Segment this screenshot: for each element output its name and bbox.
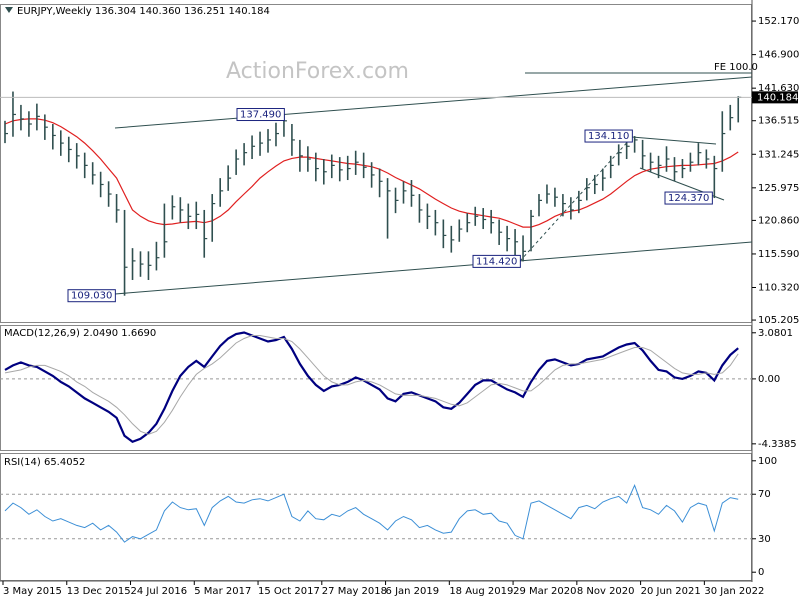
y-tick-label: 125.975	[758, 183, 799, 194]
x-tick-label: 27 May 2018	[322, 586, 387, 597]
y-tick-label: 105.205	[758, 315, 799, 326]
x-tick-label: 18 Aug 2019	[449, 586, 513, 597]
x-tick-label: 13 Dec 2015	[67, 586, 131, 597]
price-panel	[0, 4, 752, 323]
wedge-upper	[631, 136, 717, 145]
series-line	[4, 483, 739, 543]
title-icon	[5, 7, 13, 13]
y-tick-label: 3.0801	[758, 328, 793, 339]
x-tick-label: 24 Jul 2016	[131, 586, 188, 597]
annotation-label: 137.490	[240, 110, 281, 121]
series-line	[4, 331, 739, 444]
y-tick-label: 115.590	[758, 249, 799, 260]
rsi-title: RSI(14) 65.4052	[4, 457, 85, 468]
annotation-label: 134.110	[588, 131, 629, 142]
x-tick-label: 30 Jan 2022	[704, 586, 764, 597]
last-price-label: 140.184	[757, 92, 798, 103]
annotation-box	[584, 129, 633, 143]
projection-line	[519, 136, 633, 262]
series-line	[4, 335, 739, 435]
annotation-box	[472, 254, 521, 268]
x-tick-label: 6 Jan 2019	[386, 586, 440, 597]
annotation-label: 109.030	[71, 291, 112, 302]
y-tick-label: 146.900	[758, 50, 799, 61]
fe-label: FE 100.0	[714, 62, 758, 73]
channel-upper	[114, 76, 753, 129]
x-tick-label: 29 Mar 2020	[513, 586, 576, 597]
annotation-label: 114.420	[476, 256, 517, 267]
y-tick-label: 0	[758, 567, 764, 578]
last-price-box	[752, 91, 798, 104]
macd-title: MACD(12,26,9) 2.0490 1.6690	[4, 328, 156, 339]
x-tick-label: 15 Oct 2017	[258, 586, 320, 597]
y-tick-label: 0.00	[758, 374, 780, 385]
channel-lower	[114, 241, 753, 295]
y-tick-label: 141.630	[758, 83, 799, 94]
y-tick-label: 30	[758, 534, 771, 545]
annotation-box	[664, 191, 713, 205]
y-tick-label: 100	[758, 456, 777, 467]
rsi-panel	[0, 453, 752, 581]
y-tick-label: 131.245	[758, 149, 799, 160]
annotation-box	[67, 289, 116, 303]
chart-title: EURJPY,Weekly 136.304 140.360 136.251 14…	[17, 6, 270, 17]
x-tick-label: 8 Nov 2020	[577, 586, 635, 597]
y-tick-label: 136.515	[758, 116, 799, 127]
x-tick-label: 5 Mar 2017	[194, 586, 251, 597]
y-tick-label: 152.170	[758, 16, 799, 27]
x-tick-label: 20 Jun 2021	[641, 586, 701, 597]
watermark: ActionForex.com	[226, 59, 409, 84]
y-tick-label: 120.860	[758, 215, 799, 226]
annotation-label: 124.370	[668, 193, 709, 204]
y-tick-label: 70	[758, 489, 771, 500]
annotation-box	[236, 108, 285, 122]
y-tick-label: -4.3385	[758, 439, 797, 450]
x-tick-label: 3 May 2015	[3, 586, 62, 597]
y-tick-label: 110.320	[758, 282, 799, 293]
